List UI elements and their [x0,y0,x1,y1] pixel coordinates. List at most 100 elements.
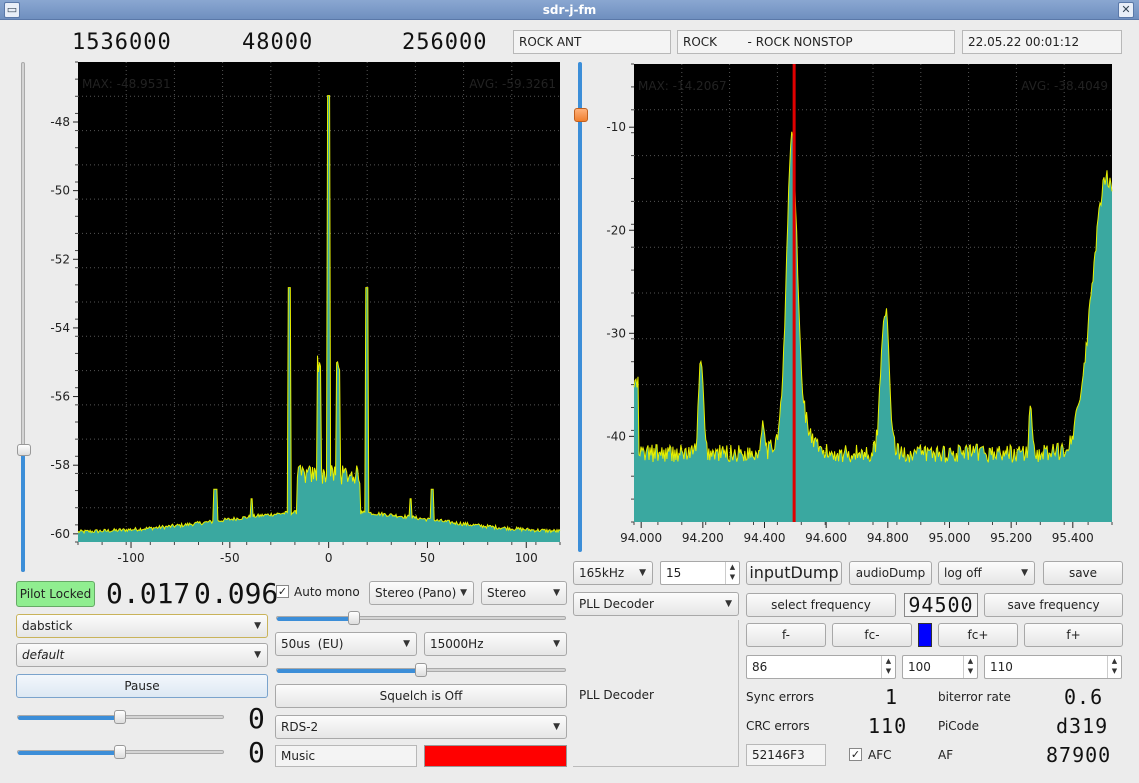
lcd-b: 0 [248,736,265,769]
sync-errors-label: Sync errors [746,690,815,704]
stereo-mode-select[interactable]: Stereo (Pano) ▼ [369,581,474,605]
spectrum-fill [78,95,560,542]
input-dump-button[interactable]: inputDump [746,561,842,585]
auto-mono-checkbox[interactable]: ✓ [276,585,289,598]
volume-slider-fill [18,716,121,720]
x-tick-label: 94.800 [867,531,909,545]
balance-slider-fill [18,751,121,755]
af-value: 87900 [1046,743,1112,767]
stereo-select[interactable]: Stereo ▼ [481,581,567,605]
mid-slider-1[interactable] [276,616,566,621]
decoder-spinbox[interactable]: 15 ▲ ▼ [660,561,740,585]
af-label: AF [938,748,954,762]
chevron-down-icon: ▼ [460,588,467,598]
spin-arrows-icon[interactable]: ▲ ▼ [963,656,977,678]
chevron-down-icon: ▼ [1021,568,1028,578]
rds-indicator [424,745,567,767]
mid-slider-1-fill [277,617,355,621]
mid-slider-2-knob[interactable] [415,663,427,677]
fc-minus-button[interactable]: fc- [832,623,912,647]
afc-checkbox[interactable]: ✓ [849,748,862,761]
select-frequency-button[interactable]: select frequency [746,593,896,617]
close-button[interactable]: ✕ [1118,2,1134,18]
deemphasis-select[interactable]: 50us (EU) ▼ [275,632,417,656]
avg-label: AVG: -59.3261 [469,77,556,91]
lcd-a: 0 [248,702,265,735]
chevron-down-icon: ▼ [553,588,560,598]
spin-arrows-icon[interactable]: ▲ ▼ [881,656,895,678]
y-tick-label: -40 [606,429,626,443]
decoder-select[interactable]: PLL Decoder ▼ [573,592,739,616]
sync-errors-value: 1 [885,685,899,709]
stereo-value: Stereo [487,586,527,600]
window-menu-button[interactable]: ▭ [4,2,20,18]
y-tick-label: -54 [50,321,70,335]
datetime: 22.05.22 00:01:12 [962,30,1122,54]
bandwidth-value: 165kHz [579,566,625,580]
device-select[interactable]: dabstick ▼ [16,614,268,638]
crc-errors-label: CRC errors [746,719,810,733]
device-value: dabstick [22,619,73,633]
left-gain-fill [21,452,25,572]
x-tick-label: -50 [220,551,240,565]
crc-errors-value: 110 [868,714,908,738]
biterror-label: biterror rate [938,690,1011,704]
lcd-rate: 48000 [242,30,314,55]
balance-knob[interactable] [114,745,126,759]
volume-knob[interactable] [114,710,126,724]
x-tick-label: 94.000 [620,531,662,545]
radiotext: ROCK - ROCK NONSTOP [677,30,955,54]
lcd-frequency: 1536000 [72,30,172,55]
program-type: Music [275,745,417,767]
save-button[interactable]: save [1043,561,1123,585]
right-spectrum-plot: -10 -20 -30 -40 94.000 94.200 94.400 94.600 94.8… [606,63,1113,545]
spinbox-2[interactable]: 100 ▲ ▼ [902,655,978,679]
x-tick-label: 94.400 [743,531,785,545]
x-tick-label: 95.400 [1052,531,1094,545]
spinbox-3[interactable]: 110 ▲ ▼ [984,655,1122,679]
window-title: sdr-j-fm [0,0,1139,20]
spin2-value: 100 [908,660,931,674]
right-gain-knob[interactable] [574,108,588,122]
lowpass-select[interactable]: 15000Hz ▼ [424,632,567,656]
y-tick-label: -60 [50,527,70,541]
bandwidth-select[interactable]: 165kHz ▼ [573,561,653,585]
squelch-button[interactable]: Squelch is Off [275,684,567,708]
decoder-label: PLL Decoder [579,688,654,702]
x-tick-label: -100 [117,551,144,565]
spin1-value: 86 [752,660,768,674]
x-tick-label: 94.600 [805,531,847,545]
profile-select[interactable]: default ▼ [16,643,268,667]
right-gain-slider[interactable] [578,62,582,552]
spectrum-peak-line [77,95,561,535]
left-gain-knob[interactable] [17,444,31,456]
spin-arrows-icon[interactable]: ▲ ▼ [1107,656,1121,678]
mid-slider-2-fill [277,669,421,673]
pause-button[interactable]: Pause [16,674,268,698]
picode-value: d319 [1056,714,1109,738]
chevron-down-icon: ▼ [725,599,732,609]
y-tick-label: -10 [606,120,626,134]
rds-mode-select[interactable]: RDS-2 ▼ [275,715,567,739]
mid-slider-1-knob[interactable] [348,611,360,625]
log-select[interactable]: log off ▼ [938,561,1035,585]
y-tick-label: -48 [50,115,70,129]
spinbox-1[interactable]: 86 ▲ ▼ [746,655,896,679]
avg-label: AVG: -38.4049 [1021,79,1108,93]
x-tick-label: 94.200 [682,531,724,545]
f-plus-button[interactable]: f+ [1024,623,1123,647]
audio-dump-button[interactable]: audioDump [849,561,932,585]
fc-plus-button[interactable]: fc+ [938,623,1018,647]
station-name: ROCK ANT [513,30,671,54]
f-minus-button[interactable]: f- [746,623,826,647]
log-value: log off [944,566,982,580]
chevron-down-icon: ▼ [553,639,560,649]
chevron-down-icon: ▼ [403,639,410,649]
x-tick-label: 95.000 [928,531,970,545]
spin-arrows-icon[interactable]: ▲ ▼ [725,562,739,584]
biterror-value: 0.6 [1064,685,1104,709]
stereo-mode-value: Stereo (Pano) [375,586,457,600]
x-tick-label: 0 [325,551,333,565]
save-frequency-button[interactable]: save frequency [984,593,1123,617]
pilot-status-button[interactable]: Pilot Locked [16,581,95,607]
